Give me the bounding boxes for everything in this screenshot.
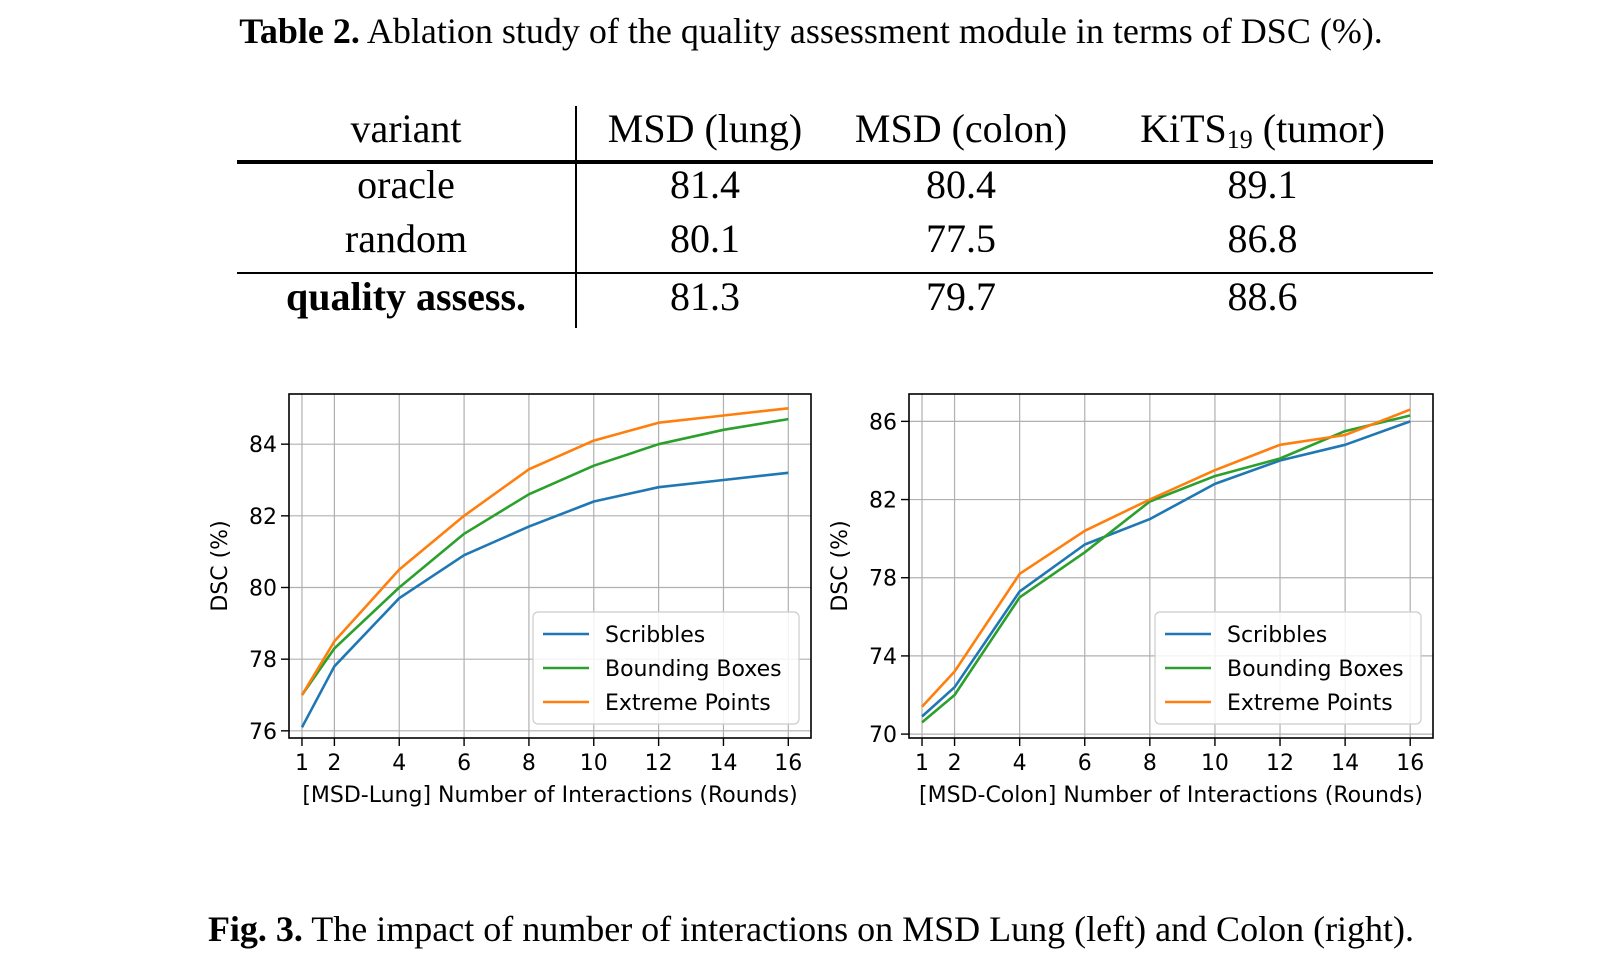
figure-caption-label: Fig. 3. [207, 909, 303, 949]
row-label: random [344, 216, 468, 261]
legend-entry: Bounding Boxes [605, 657, 782, 682]
cell-value: 80.1 [670, 216, 740, 261]
table-caption: Table 2. Ablation study of the quality a… [0, 10, 1622, 52]
series-line-bounding-boxes [300, 417, 789, 696]
table-row: oracle 81.4 80.4 89.1 [237, 158, 1433, 212]
x-tick-label: 4 [392, 751, 406, 776]
y-tick-label: 70 [869, 723, 897, 748]
header-variant: variant [350, 106, 462, 151]
colon-plot: 1 2 4 6 8 10 12 14 16 70 74 78 82 86 [MSD-Colon] Numbe… [828, 393, 1434, 808]
series-line-scribbles [921, 420, 1411, 718]
cell-value: 77.5 [926, 216, 996, 261]
table-caption-label: Table 2. [239, 11, 360, 51]
legend: Scribbles Bounding Boxes Extreme Points [532, 611, 800, 725]
legend-entry: Bounding Boxes [1227, 657, 1404, 682]
header-kits-subscript: 19 [1226, 125, 1253, 154]
y-tick-label: 78 [249, 648, 277, 673]
x-tick-label: 2 [948, 751, 962, 776]
x-tick-label: 10 [1201, 751, 1229, 776]
table-header-rule [237, 160, 1433, 164]
y-axis-label: DSC (%) [828, 520, 853, 611]
header-msd-colon: MSD (colon) [854, 106, 1068, 151]
y-tick-label: 74 [869, 645, 897, 670]
x-tick-label: 8 [1143, 751, 1157, 776]
legend-entry: Extreme Points [605, 691, 771, 716]
y-tick-label: 80 [249, 577, 277, 602]
header-msd-lung: MSD (lung) [607, 106, 803, 151]
y-tick-label: 86 [869, 410, 897, 435]
x-tick-label: 8 [522, 751, 536, 776]
table-mid-rule [237, 272, 1433, 274]
y-tick-label: 78 [869, 567, 897, 592]
y-axis-label: DSC (%) [208, 520, 233, 611]
cell-value: 79.7 [926, 274, 996, 319]
legend-entry: Scribbles [1227, 623, 1327, 648]
cell-value: 80.4 [926, 162, 996, 207]
figure-caption: Fig. 3. The impact of number of interact… [0, 908, 1622, 950]
x-tick-label: 16 [1396, 751, 1424, 776]
x-tick-label: 14 [1331, 751, 1359, 776]
table-vertical-rule [575, 106, 577, 328]
series-line-extreme-points [921, 408, 1411, 708]
ablation-table: variant MSD (lung) MSD (colon) KiTS19 (t… [237, 102, 1433, 328]
cell-value: 86.8 [1227, 216, 1298, 261]
legend-entry: Scribbles [605, 623, 705, 648]
cell-value: 81.4 [670, 162, 740, 207]
y-tick-label: 82 [249, 505, 277, 530]
header-kits-name: KiTS [1140, 106, 1227, 151]
x-axis-label: [MSD-Lung] Number of Interactions (Round… [302, 783, 797, 808]
cell-value: 89.1 [1227, 162, 1298, 207]
x-tick-label: 12 [1266, 751, 1294, 776]
series-line-scribbles [300, 471, 789, 728]
x-tick-label: 6 [457, 751, 471, 776]
x-tick-label: 4 [1013, 751, 1027, 776]
x-tick-label: 16 [774, 751, 802, 776]
figure-caption-text: The impact of number of interactions on … [311, 909, 1415, 949]
x-tick-label: 1 [915, 751, 929, 776]
legend-box [1154, 611, 1422, 725]
x-tick-label: 12 [645, 751, 673, 776]
table-row: random 80.1 77.5 86.8 [237, 212, 1433, 266]
x-tick-label: 1 [295, 751, 309, 776]
row-label: quality assess. [285, 274, 527, 319]
y-tick-label: 84 [249, 433, 277, 458]
table-header-row: variant MSD (lung) MSD (colon) KiTS19 (t… [237, 102, 1433, 156]
plot-frame [288, 393, 812, 739]
header-kits-tumor: KiTS19 (tumor) [1092, 102, 1433, 156]
legend-box [532, 611, 800, 725]
table-row: quality assess. 81.3 79.7 88.6 [237, 270, 1433, 324]
legend-entry: Extreme Points [1227, 691, 1393, 716]
plot-frame [908, 393, 1434, 739]
y-tick-label: 76 [249, 720, 277, 745]
cell-value: 88.6 [1227, 274, 1298, 319]
cell-value: 81.3 [670, 274, 740, 319]
x-tick-label: 2 [327, 751, 341, 776]
header-kits-target: (tumor) [1262, 106, 1385, 151]
legend: Scribbles Bounding Boxes Extreme Points [1154, 611, 1422, 725]
lung-plot: 1 2 4 6 8 10 12 14 16 76 78 80 82 84 [MSD-Lung] Number… [208, 393, 812, 808]
series-line-bounding-boxes [921, 414, 1411, 724]
x-tick-label: 10 [580, 751, 608, 776]
table-caption-text: Ablation study of the quality assessment… [366, 11, 1383, 51]
row-label: oracle [357, 162, 455, 207]
x-tick-label: 14 [709, 751, 737, 776]
x-tick-label: 6 [1078, 751, 1092, 776]
x-axis-label: [MSD-Colon] Number of Interactions (Roun… [919, 783, 1423, 808]
y-tick-label: 82 [869, 489, 897, 514]
series-line-extreme-points [300, 407, 789, 696]
